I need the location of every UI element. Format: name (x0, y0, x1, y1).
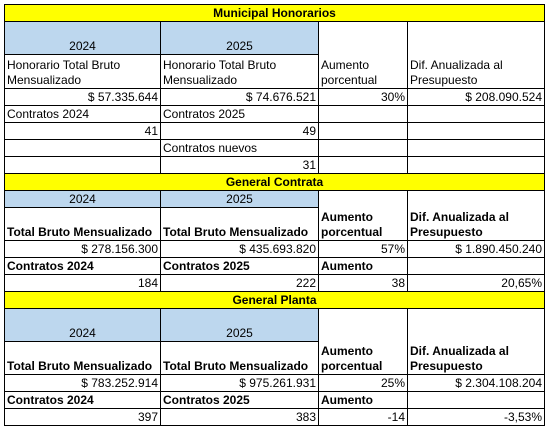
planta-contracts-2024[interactable]: 397 (4, 408, 161, 426)
empty-cell[interactable] (407, 105, 545, 123)
empty-cell[interactable] (407, 156, 545, 174)
empty-cell[interactable] (318, 139, 408, 157)
contrata-contracts-2024-label[interactable]: Contratos 2024 (4, 257, 161, 275)
municipal-header-row: Honorario Total Bruto Mensualizado Honor… (4, 54, 545, 89)
planta-col-b[interactable]: Total Bruto Mensualizado (160, 341, 319, 375)
empty-cell[interactable] (318, 21, 408, 55)
contrata-val-c[interactable]: 57% (318, 240, 408, 258)
contrata-col-b[interactable]: Total Bruto Mensualizado (160, 207, 319, 241)
empty-cell[interactable] (407, 21, 545, 55)
contrata-col-c[interactable]: Aumento porcentual (318, 207, 408, 241)
planta-title[interactable]: General Planta (4, 291, 545, 309)
section-header-municipal: Municipal Honorarios (4, 4, 545, 22)
municipal-new-label[interactable]: Contratos nuevos (160, 139, 319, 157)
planta-year-2025[interactable]: 2025 (160, 308, 319, 342)
planta-contracts-2025-label[interactable]: Contratos 2025 (160, 391, 319, 409)
section-header-planta: General Planta (4, 291, 545, 309)
municipal-year-2025[interactable]: 2025 (160, 21, 319, 55)
empty-cell[interactable] (407, 308, 545, 342)
planta-year-row: 2024 2025 (4, 308, 545, 342)
municipal-contracts-2025[interactable]: 49 (160, 122, 319, 140)
contrata-contracts-label-row: Contratos 2024 Contratos 2025 Aumento (4, 257, 545, 275)
planta-contracts-value-row: 397 383 -14 -3,53% (4, 408, 545, 426)
spreadsheet: Municipal Honorarios 2024 2025 Honorario… (4, 4, 545, 426)
municipal-value-row: $ 57.335.644 $ 74.676.521 30% $ 208.090.… (4, 88, 545, 106)
planta-contracts-label-row: Contratos 2024 Contratos 2025 Aumento (4, 391, 545, 409)
empty-cell[interactable] (4, 139, 161, 157)
planta-val-b[interactable]: $ 975.261.931 (160, 374, 319, 392)
contrata-val-a[interactable]: $ 278.156.300 (4, 240, 161, 258)
contrata-val-d[interactable]: $ 1.890.450.240 (407, 240, 545, 258)
empty-cell[interactable] (407, 391, 545, 409)
contrata-col-a[interactable]: Total Bruto Mensualizado (4, 207, 161, 241)
municipal-col-a[interactable]: Honorario Total Bruto Mensualizado (4, 54, 161, 89)
municipal-col-c[interactable]: Aumento porcentual (318, 54, 408, 89)
contrata-contracts-2025-label[interactable]: Contratos 2025 (160, 257, 319, 275)
municipal-year-2024[interactable]: 2024 (4, 21, 161, 55)
municipal-contracts-value-row: 41 49 (4, 122, 545, 140)
section-header-contrata: General Contrata (4, 173, 545, 191)
empty-cell[interactable] (318, 156, 408, 174)
planta-value-row: $ 783.252.914 $ 975.261.931 25% $ 2.304.… (4, 374, 545, 392)
planta-col-c[interactable]: Aumento porcentual (318, 341, 408, 375)
municipal-new-label-row: Contratos nuevos (4, 139, 545, 157)
planta-contracts-2025[interactable]: 383 (160, 408, 319, 426)
municipal-val-d[interactable]: $ 208.090.524 (407, 88, 545, 106)
planta-aumento-value[interactable]: -14 (318, 408, 408, 426)
municipal-val-a[interactable]: $ 57.335.644 (4, 88, 161, 106)
planta-contracts-2024-label[interactable]: Contratos 2024 (4, 391, 161, 409)
planta-val-c[interactable]: 25% (318, 374, 408, 392)
municipal-col-b[interactable]: Honorario Total Bruto Mensualizado (160, 54, 319, 89)
contrata-col-d[interactable]: Dif. Anualizada al Presupuesto (407, 207, 545, 241)
contrata-contracts-2024[interactable]: 184 (4, 274, 161, 292)
municipal-val-b[interactable]: $ 74.676.521 (160, 88, 319, 106)
contrata-value-row: $ 278.156.300 $ 435.693.820 57% $ 1.890.… (4, 240, 545, 258)
contrata-pct-value[interactable]: 20,65% (407, 274, 545, 292)
planta-aumento-label[interactable]: Aumento (318, 391, 408, 409)
contrata-aumento-label[interactable]: Aumento (318, 257, 408, 275)
empty-cell[interactable] (4, 156, 161, 174)
municipal-contracts-2024[interactable]: 41 (4, 122, 161, 140)
municipal-title[interactable]: Municipal Honorarios (4, 4, 545, 22)
empty-cell[interactable] (318, 190, 408, 208)
planta-val-d[interactable]: $ 2.304.108.204 (407, 374, 545, 392)
municipal-new-value[interactable]: 31 (160, 156, 319, 174)
municipal-contracts-2024-label[interactable]: Contratos 2024 (4, 105, 161, 123)
contrata-contracts-2025[interactable]: 222 (160, 274, 319, 292)
empty-cell[interactable] (407, 257, 545, 275)
planta-header-row: Total Bruto Mensualizado Total Bruto Men… (4, 341, 545, 375)
municipal-val-c[interactable]: 30% (318, 88, 408, 106)
contrata-header-row: Total Bruto Mensualizado Total Bruto Men… (4, 207, 545, 241)
contrata-title[interactable]: General Contrata (4, 173, 545, 191)
empty-cell[interactable] (318, 122, 408, 140)
empty-cell[interactable] (318, 105, 408, 123)
municipal-col-d[interactable]: Dif. Anualizada al Presupuesto (407, 54, 545, 89)
planta-val-a[interactable]: $ 783.252.914 (4, 374, 161, 392)
budget-table: Municipal Honorarios 2024 2025 Honorario… (4, 4, 545, 426)
municipal-year-row: 2024 2025 (4, 21, 545, 55)
planta-year-2024[interactable]: 2024 (4, 308, 161, 342)
contrata-year-2024[interactable]: 2024 (4, 190, 161, 208)
contrata-aumento-value[interactable]: 38 (318, 274, 408, 292)
empty-cell[interactable] (407, 122, 545, 140)
contrata-year-row: 2024 2025 (4, 190, 545, 208)
municipal-contracts-label-row: Contratos 2024 Contratos 2025 (4, 105, 545, 123)
planta-col-d[interactable]: Dif. Anualizada al Presupuesto (407, 341, 545, 375)
contrata-year-2025[interactable]: 2025 (160, 190, 319, 208)
empty-cell[interactable] (407, 190, 545, 208)
contrata-val-b[interactable]: $ 435.693.820 (160, 240, 319, 258)
planta-col-a[interactable]: Total Bruto Mensualizado (4, 341, 161, 375)
contrata-contracts-value-row: 184 222 38 20,65% (4, 274, 545, 292)
planta-pct-value[interactable]: -3,53% (407, 408, 545, 426)
municipal-new-value-row: 31 (4, 156, 545, 174)
municipal-contracts-2025-label[interactable]: Contratos 2025 (160, 105, 319, 123)
empty-cell[interactable] (318, 308, 408, 342)
empty-cell[interactable] (407, 139, 545, 157)
